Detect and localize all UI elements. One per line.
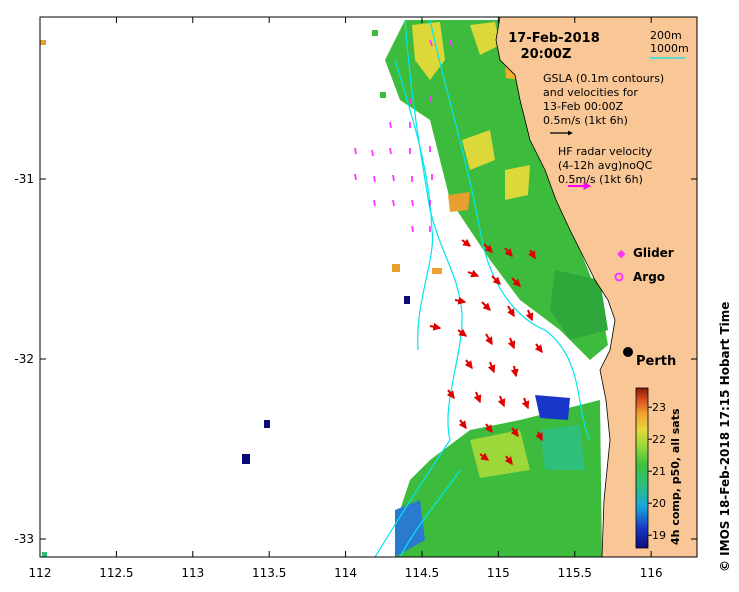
plot-frame <box>39 16 698 558</box>
x-tick-label: 113 <box>181 566 204 580</box>
colorbar-title: 4h comp, p50, all sats <box>669 408 682 545</box>
y-tick-label: -31 <box>14 172 34 186</box>
x-tick-label: 116 <box>640 566 663 580</box>
y-tick-label: -32 <box>14 352 34 366</box>
colorbar <box>635 387 649 549</box>
colorbar-tick-label: 23 <box>652 401 666 414</box>
legend-hf-1: HF radar velocity <box>558 145 653 158</box>
x-tick-label: 112.5 <box>99 566 133 580</box>
legend-hf-scale: 0.5m/s (1kt 6h) <box>558 173 643 186</box>
map-time: 20:00Z <box>521 47 572 62</box>
glider-icon: ◆ <box>617 247 626 260</box>
legend-glider: Glider <box>633 246 674 260</box>
x-axis: 112 112.5 113 113.5 114 114.5 115 115.5 116 <box>29 17 663 580</box>
x-tick-label: 115 <box>487 566 510 580</box>
colorbar-tick-label: 20 <box>652 497 666 510</box>
gsla-vectors <box>354 39 453 233</box>
y-axis: -31 -32 -33 <box>14 172 697 546</box>
legend-hf-2: (4-12h avg)noQC <box>558 159 653 172</box>
legend-gsla-1: GSLA (0.1m contours) <box>543 72 664 85</box>
legend-gsla-scale: 0.5m/s (1kt 6h) <box>543 114 628 127</box>
x-tick-label: 114.5 <box>405 566 439 580</box>
credit-text: © IMOS 18-Feb-2018 17:15 Hobart Time <box>718 302 732 572</box>
colorbar-ticks: 23 22 21 20 19 <box>648 401 666 542</box>
legend-gsla-2: and velocities for <box>543 86 638 99</box>
legend-1000m: 1000m <box>650 42 689 55</box>
colorbar-tick-label: 19 <box>652 529 666 542</box>
map-date: 17-Feb-2018 <box>508 31 600 46</box>
perth-marker-icon <box>623 347 633 357</box>
colorbar-tick-label: 22 <box>652 433 666 446</box>
colorbar-tick-label: 21 <box>652 465 666 478</box>
place-perth: Perth <box>636 354 676 369</box>
sst-field <box>40 20 608 557</box>
legend-gsla-3: 13-Feb 00:00Z <box>543 100 624 113</box>
x-tick-label: 113.5 <box>252 566 286 580</box>
x-tick-label: 114 <box>334 566 357 580</box>
legend-argo: Argo <box>633 270 665 284</box>
x-tick-label: 115.5 <box>558 566 592 580</box>
y-tick-label: -33 <box>14 532 34 546</box>
x-tick-label: 112 <box>29 566 52 580</box>
argo-icon <box>614 272 624 282</box>
hf-current-arrows <box>429 238 543 466</box>
legend-200m: 200m <box>650 29 682 42</box>
